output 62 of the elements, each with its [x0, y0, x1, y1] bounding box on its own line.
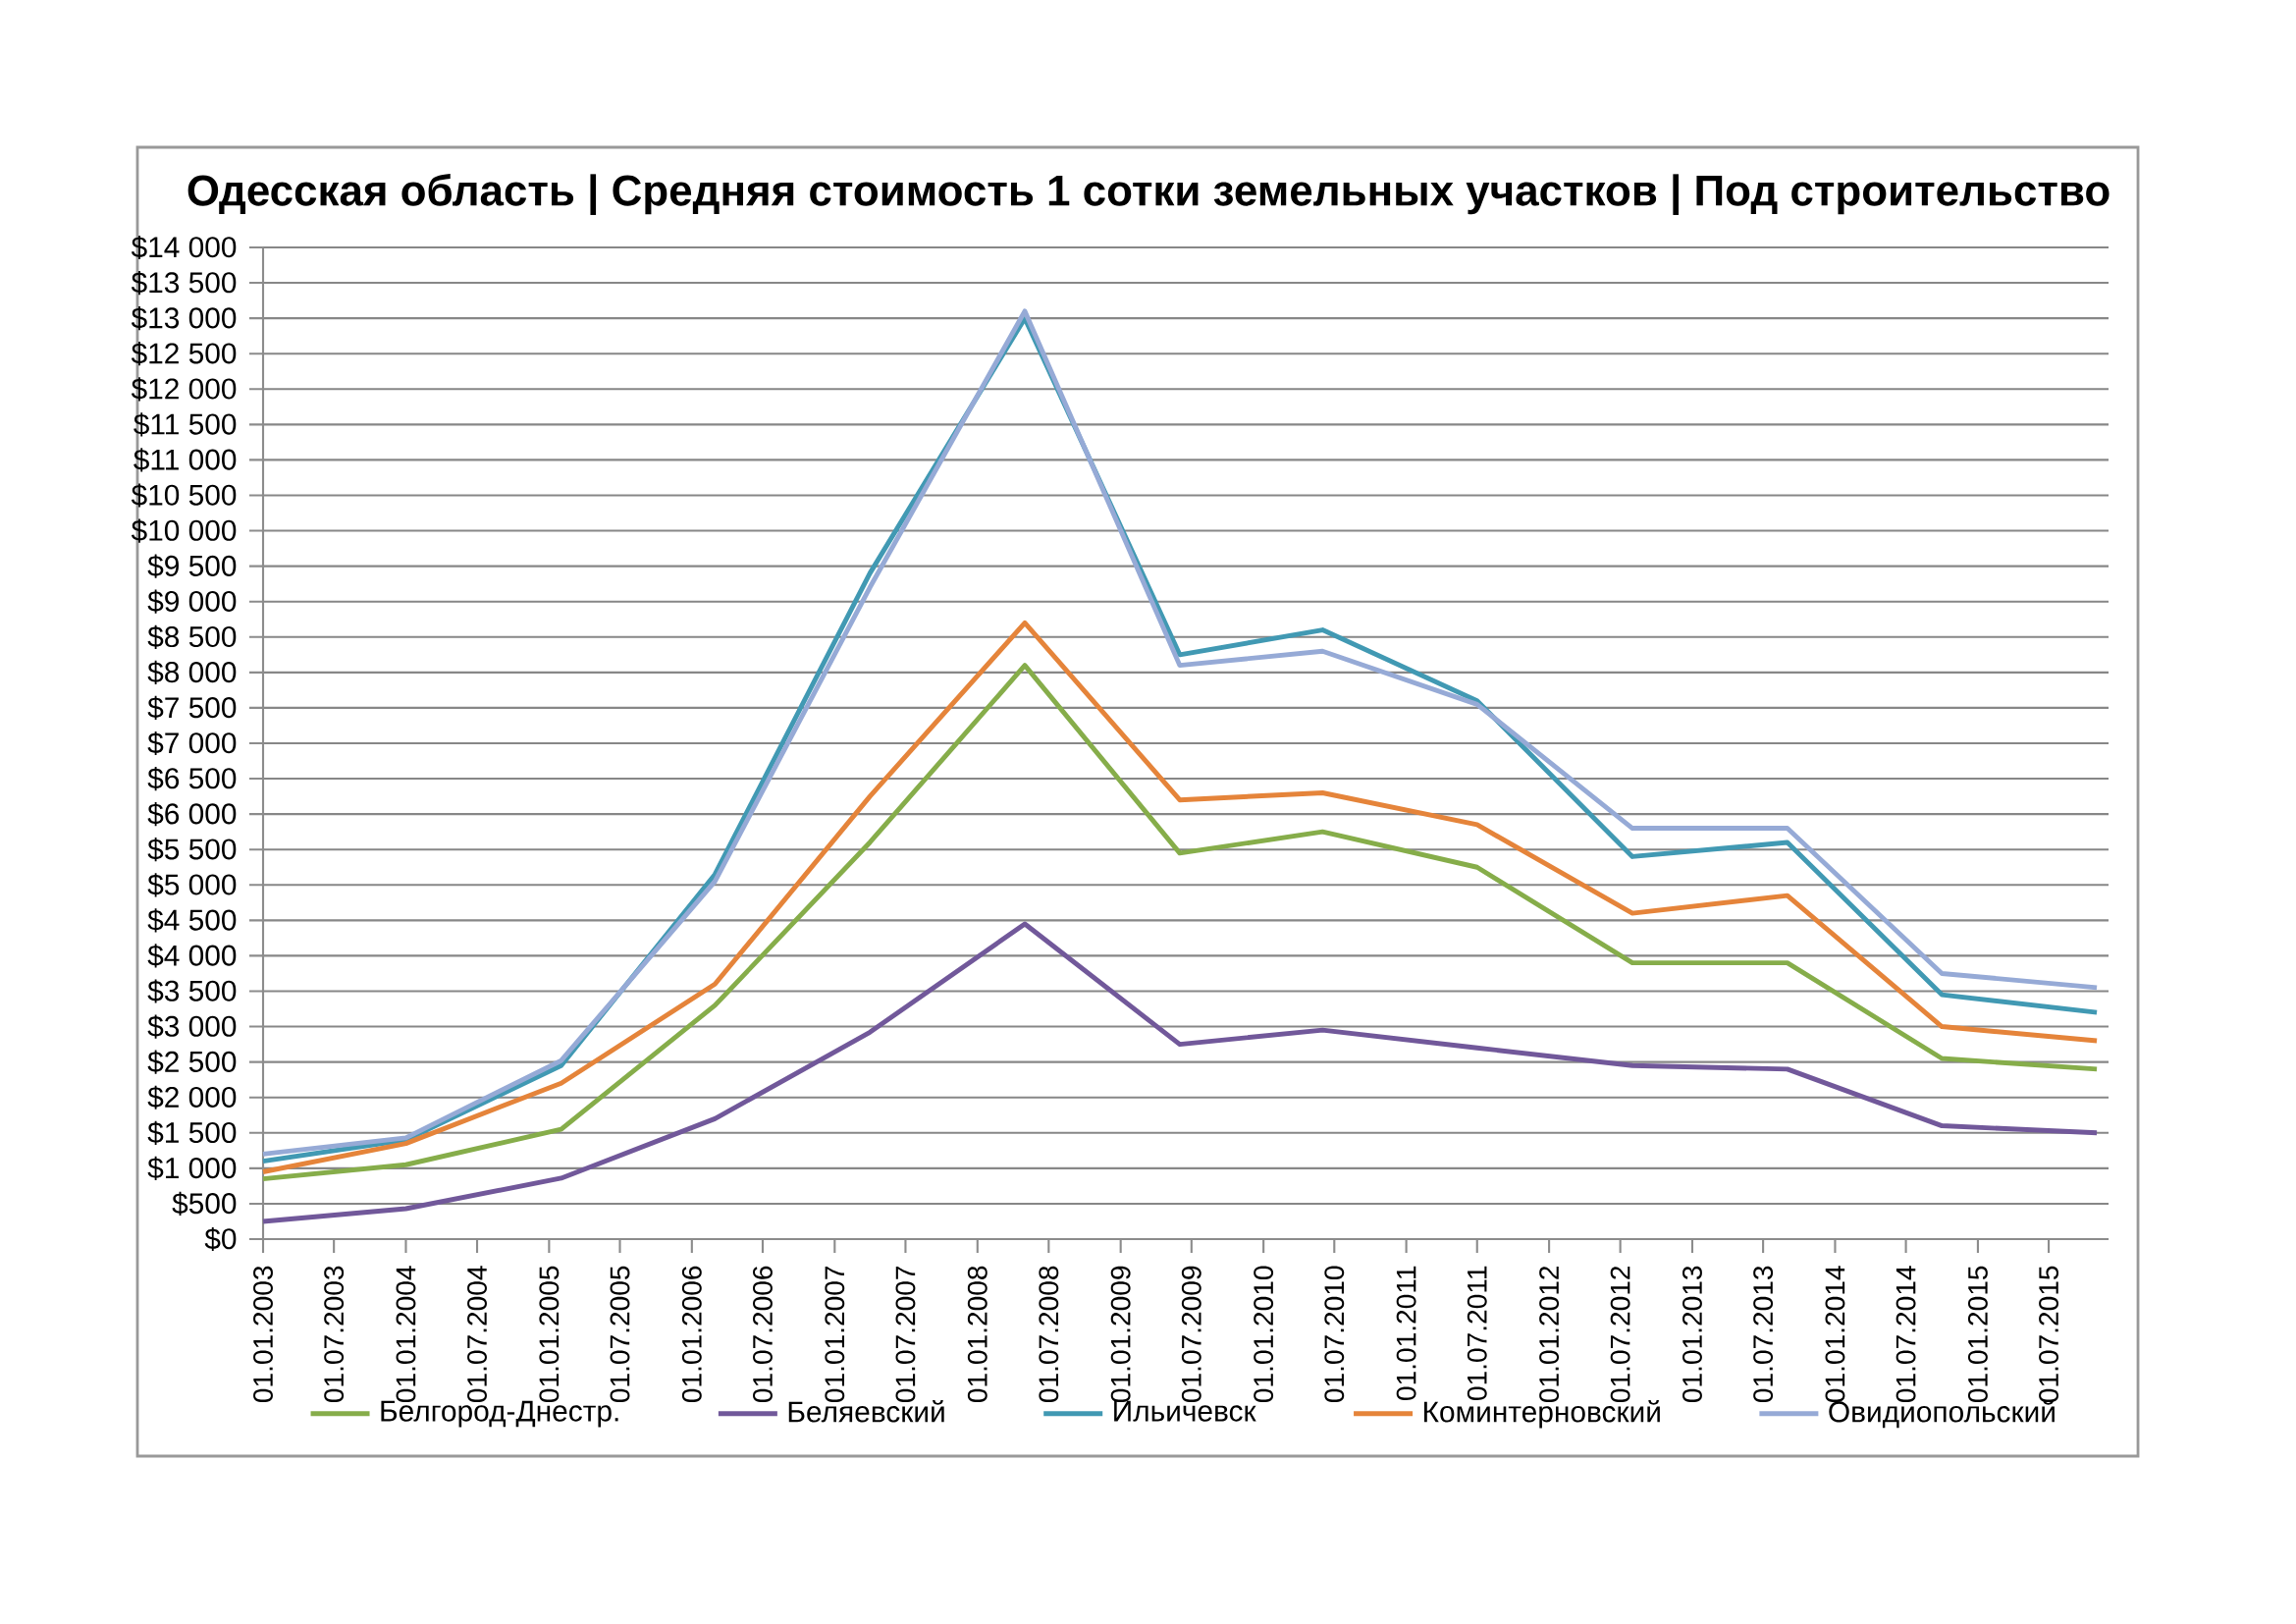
y-tick-label: $11 000 — [133, 448, 237, 472]
y-tick-label: $5 000 — [147, 873, 237, 897]
y-tick-label: $11 500 — [133, 412, 237, 437]
x-tick-label: 01.01.2012 — [1539, 1266, 1560, 1403]
x-tick-label: 01.01.2007 — [825, 1266, 845, 1403]
x-tick-label: 01.01.2015 — [1967, 1266, 1988, 1403]
legend-label: Белгород-Днестр. — [381, 1400, 618, 1428]
y-tick-label: $4 500 — [147, 908, 237, 933]
y-tick-label: $10 500 — [131, 483, 237, 508]
x-tick-label: 01.07.2008 — [1039, 1266, 1059, 1403]
y-tick-label: $14 000 — [131, 235, 237, 260]
y-tick-label: $2 500 — [147, 1050, 237, 1074]
y-tick-label: $2 000 — [147, 1085, 237, 1110]
line-series — [260, 921, 2100, 1224]
x-tick-label: 01.07.2007 — [895, 1266, 916, 1403]
x-tick-label: 01.07.2012 — [1610, 1266, 1630, 1403]
y-tick-label: $1 000 — [147, 1156, 237, 1180]
legend-label: Беляевский — [788, 1400, 944, 1423]
y-tick-label: $8 500 — [147, 624, 237, 649]
y-tick-label: $1 500 — [147, 1120, 237, 1145]
x-tick-label: 01.07.2005 — [610, 1266, 630, 1403]
x-tick-label: 01.07.2004 — [467, 1266, 487, 1403]
x-tick-label: 01.01.2009 — [1110, 1266, 1131, 1403]
y-tick-label: $0 — [204, 1226, 237, 1252]
x-tick-label: 01.01.2008 — [967, 1266, 988, 1403]
y-tick-label: $500 — [172, 1191, 237, 1217]
x-tick-label: 01.01.2014 — [1825, 1266, 1845, 1403]
x-tick-label: 01.07.2010 — [1324, 1266, 1345, 1403]
y-tick-label: $13 500 — [131, 270, 237, 296]
legend-label: Овидиопольский — [1829, 1400, 2055, 1429]
x-tick-label: 01.01.2011 — [1396, 1266, 1416, 1401]
y-tick-label: $9 500 — [147, 554, 237, 578]
x-tick-label: 01.07.2009 — [1181, 1266, 1201, 1403]
x-tick-label: 01.01.2006 — [681, 1266, 702, 1403]
y-tick-label: $9 000 — [147, 589, 237, 614]
x-tick-label: 01.07.2014 — [1896, 1266, 1916, 1403]
x-tick-label: 01.01.2004 — [396, 1266, 416, 1403]
x-tick-label: 01.07.2013 — [1753, 1266, 1774, 1403]
x-tick-label: 01.07.2015 — [2039, 1266, 2059, 1403]
x-tick-label: 01.01.2013 — [1682, 1266, 1702, 1403]
y-tick-label: $3 000 — [147, 1014, 237, 1039]
x-tick-label: 01.07.2011 — [1467, 1266, 1487, 1401]
y-tick-label: $13 000 — [131, 306, 237, 331]
x-tick-label: 01.01.2005 — [539, 1266, 560, 1403]
x-tick-label: 01.01.2003 — [253, 1266, 273, 1403]
y-tick-label: $5 500 — [147, 838, 237, 862]
y-tick-label: $6 500 — [147, 766, 237, 791]
legend-label: Коминтерновский — [1423, 1400, 1660, 1429]
legend-label: Ильичевск — [1114, 1400, 1256, 1422]
x-tick-label: 01.07.2006 — [753, 1266, 773, 1403]
y-tick-label: $10 000 — [131, 518, 237, 543]
x-tick-label: 01.07.2003 — [324, 1266, 345, 1403]
y-tick-label: $6 000 — [147, 802, 237, 827]
y-tick-label: $12 000 — [131, 377, 237, 402]
x-tick-label: 01.01.2010 — [1254, 1266, 1274, 1403]
y-tick-label: $4 000 — [147, 944, 237, 968]
y-tick-label: $7 500 — [147, 695, 237, 721]
y-tick-label: $8 000 — [147, 660, 237, 684]
y-tick-label: $12 500 — [131, 342, 237, 366]
y-tick-label: $7 000 — [147, 731, 237, 756]
chart-title: Одесская область | Средняя стоимость 1 сотки земельных участков | Под строительство — [187, 173, 2109, 215]
y-tick-label: $3 500 — [147, 979, 237, 1003]
